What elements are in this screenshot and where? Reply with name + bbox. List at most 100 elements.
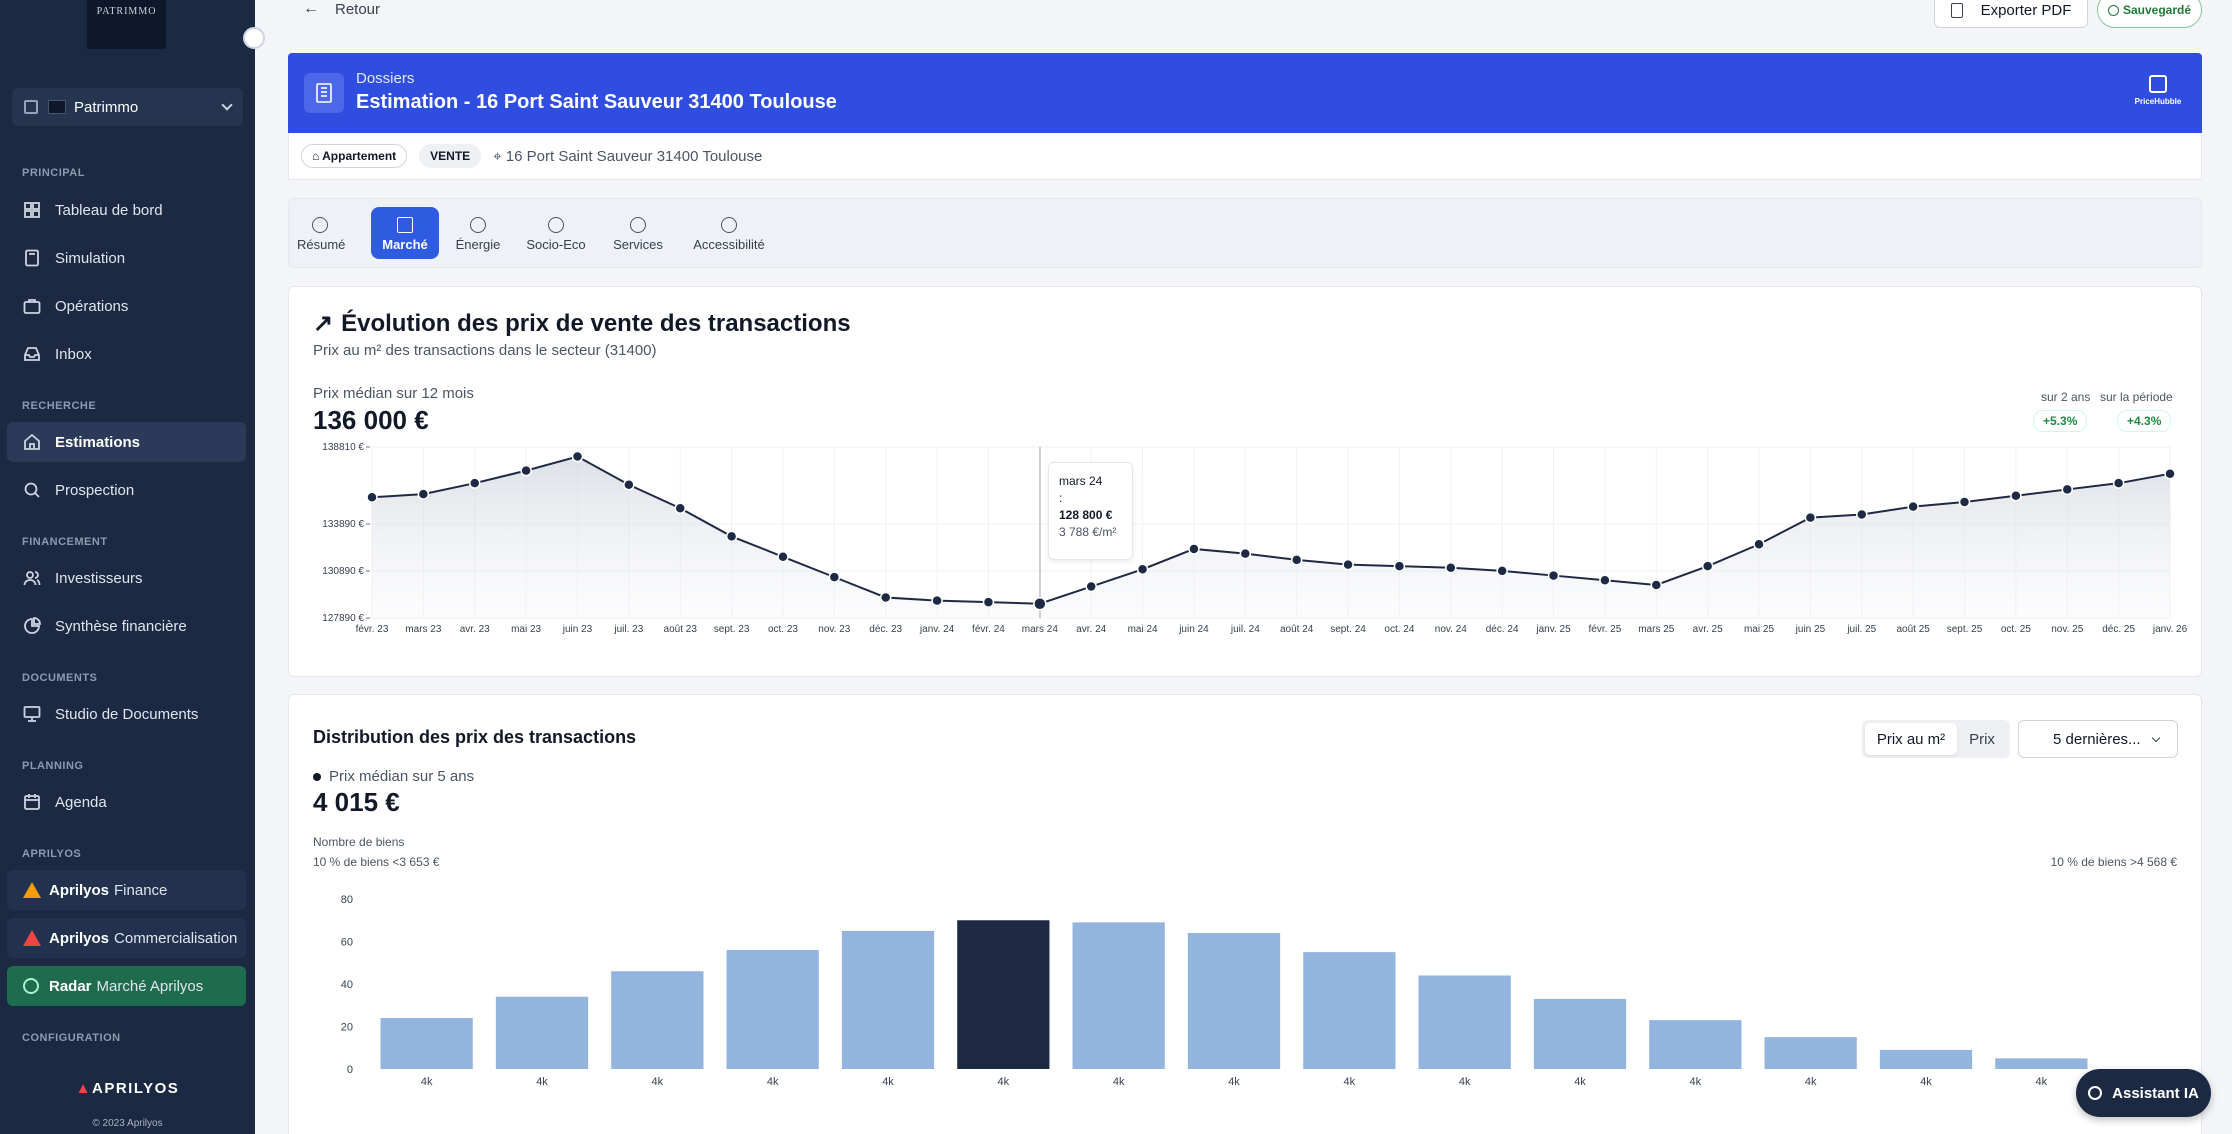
toggle-prix-m2[interactable]: Prix au m² [1865,723,1957,755]
org-name: Patrimmo [74,98,139,116]
org-selector[interactable]: Patrimmo [12,88,243,126]
transaction-badge: VENTE [419,144,482,168]
saved-status-button[interactable]: Sauvegardé [2097,0,2202,28]
back-button[interactable]: ← Retour [303,0,380,18]
x-tick-label: nov. 24 [1435,624,1467,635]
sidebar-collapse-toggle[interactable] [243,27,265,49]
sidebar-item-estimations[interactable]: Estimations [7,422,246,462]
x-tick-label: févr. 23 [356,624,389,635]
line-point [1239,547,1252,560]
change-period-badge: +4.3% [2117,410,2172,432]
sidebar-item-label: Opérations [55,297,129,315]
tab-marche[interactable]: Marché [371,207,439,259]
property-info-bar: ⌂ Appartement VENTE ⌖ 16 Port Saint Sauv… [288,133,2202,180]
item-brand: Radar [49,977,92,995]
line-point [982,596,995,608]
line-point [2061,483,2074,496]
y-tick-label: 133890 € [322,519,364,530]
line-point [1342,558,1354,571]
tab-services[interactable]: Services [612,207,664,259]
address-text: ⌖ 16 Port Saint Sauveur 31400 Toulouse [493,147,763,165]
x-tick-label: 4k [2036,1076,2048,1088]
assistant-ia-button[interactable]: Assistant IA [2076,1069,2211,1117]
saved-label: Sauvegardé [2122,3,2192,17]
tooltip-price: 128 800 € [1059,508,1113,522]
price-evolution-chart: 138810 € 133890 € 130890 € 127890 € févr. 2… [322,442,2187,635]
line-point [1958,496,1971,508]
change-2y-label: sur 2 ans [2041,390,2091,404]
tab-energie[interactable]: Énergie [455,207,501,259]
tab-socio-eco[interactable]: Socio-Eco [525,207,587,259]
tooltip-month: mars 24 [1059,474,1103,488]
bar-y-label: Nombre de biens [313,835,405,849]
line-point [1033,597,1047,611]
calendar-icon [23,793,41,811]
aprilyos-logo-icon [23,930,41,946]
x-tick-label: déc. 24 [1486,624,1519,635]
item-brand: Aprilyos [49,881,110,899]
sidebar-item-synthese-financiere[interactable]: Synthèse financière [7,606,246,646]
sidebar-item-simulation[interactable]: Simulation [7,238,246,278]
pie-chart-icon [23,617,41,635]
section-planning: PLANNING [22,760,84,772]
line-point [1907,500,1919,513]
property-type-badge: ⌂ Appartement [301,144,408,168]
x-tick-label: oct. 25 [2001,624,2031,635]
histogram-bar [1533,998,1627,1069]
line-point [1701,560,1714,572]
histogram-bar [380,1018,473,1069]
line-point [520,464,532,477]
x-tick-label: nov. 23 [818,624,850,635]
median-12m-label: Prix médian sur 12 mois [313,385,474,402]
x-tick-label: mars 24 [1022,624,1059,635]
x-tick-label: déc. 23 [869,624,902,635]
sidebar-item-radar-marche[interactable]: Radar Marché Aprilyos [7,966,246,1006]
sidebar-item-prospection[interactable]: Prospection [7,470,246,510]
x-tick-label: janv. 24 [919,624,955,635]
chat-icon [2088,1086,2103,1100]
x-tick-label: févr. 24 [972,624,1005,635]
x-tick-label: 4k [1228,1076,1240,1088]
building-icon [304,73,344,113]
export-pdf-button[interactable]: Exporter PDF [1934,0,2088,28]
y-tick-label: 0 [347,1064,353,1076]
sidebar-item-operations[interactable]: Opérations [7,286,246,326]
file-icon [1950,2,1963,18]
briefcase-icon [23,297,41,315]
x-tick-label: oct. 23 [768,624,798,635]
sidebar-item-investisseurs[interactable]: Investisseurs [7,558,246,598]
x-tick-label: 4k [652,1076,664,1088]
sidebar-item-label: Agenda [55,793,107,811]
line-point [366,491,378,504]
evolution-subtitle: Prix au m² des transactions dans le sect… [313,342,657,359]
sidebar-item-tableau-de-bord[interactable]: Tableau de bord [7,190,246,230]
tab-resume[interactable]: Résumé [297,207,345,259]
bus-icon [721,217,737,233]
chart-tooltip: mars 24 : 128 800 € 3 788 €/m² [1048,462,1133,560]
x-tick-label: mai 25 [1744,624,1774,635]
tab-accessibilite[interactable]: Accessibilité [691,207,767,259]
sidebar: PATRIMMO Patrimmo PRINCIPAL Tableau de b… [0,0,265,1134]
x-tick-label: avr. 24 [1076,624,1106,635]
sidebar-item-aprilyos-commercialisation[interactable]: Aprilyos Commercialisation [7,918,246,958]
price-distribution-chart: 80 60 40 20 0 4k 4k 4k 4k 4k 4k 4k 4k 4k 4k 4k 4k 4k 4k 4k [341,894,2088,1088]
item-brand: Aprilyos [49,929,110,947]
sidebar-item-agenda[interactable]: Agenda [7,782,246,822]
histogram-bar [1649,1020,1742,1069]
section-documents: DOCUMENTS [22,672,98,684]
period-select[interactable]: 5 dernières... [2018,720,2178,758]
line-point [931,594,943,607]
breadcrumb: Dossiers [356,70,415,87]
line-point [1393,560,1406,572]
x-tick-label: 4k [536,1076,548,1088]
copyright: © 2023 Aprilyos [92,1118,163,1129]
line-point [2112,477,2125,489]
sidebar-item-studio-de-documents[interactable]: Studio de Documents [7,694,246,734]
item-label: Finance [114,881,168,899]
dashboard-icon [23,201,41,219]
histogram-bar [1995,1058,2088,1069]
sidebar-item-aprilyos-finance[interactable]: Aprilyos Finance [7,870,246,910]
y-tick-label: 80 [341,894,353,906]
toggle-prix[interactable]: Prix [1969,730,1995,748]
sidebar-item-inbox[interactable]: Inbox [7,334,246,374]
